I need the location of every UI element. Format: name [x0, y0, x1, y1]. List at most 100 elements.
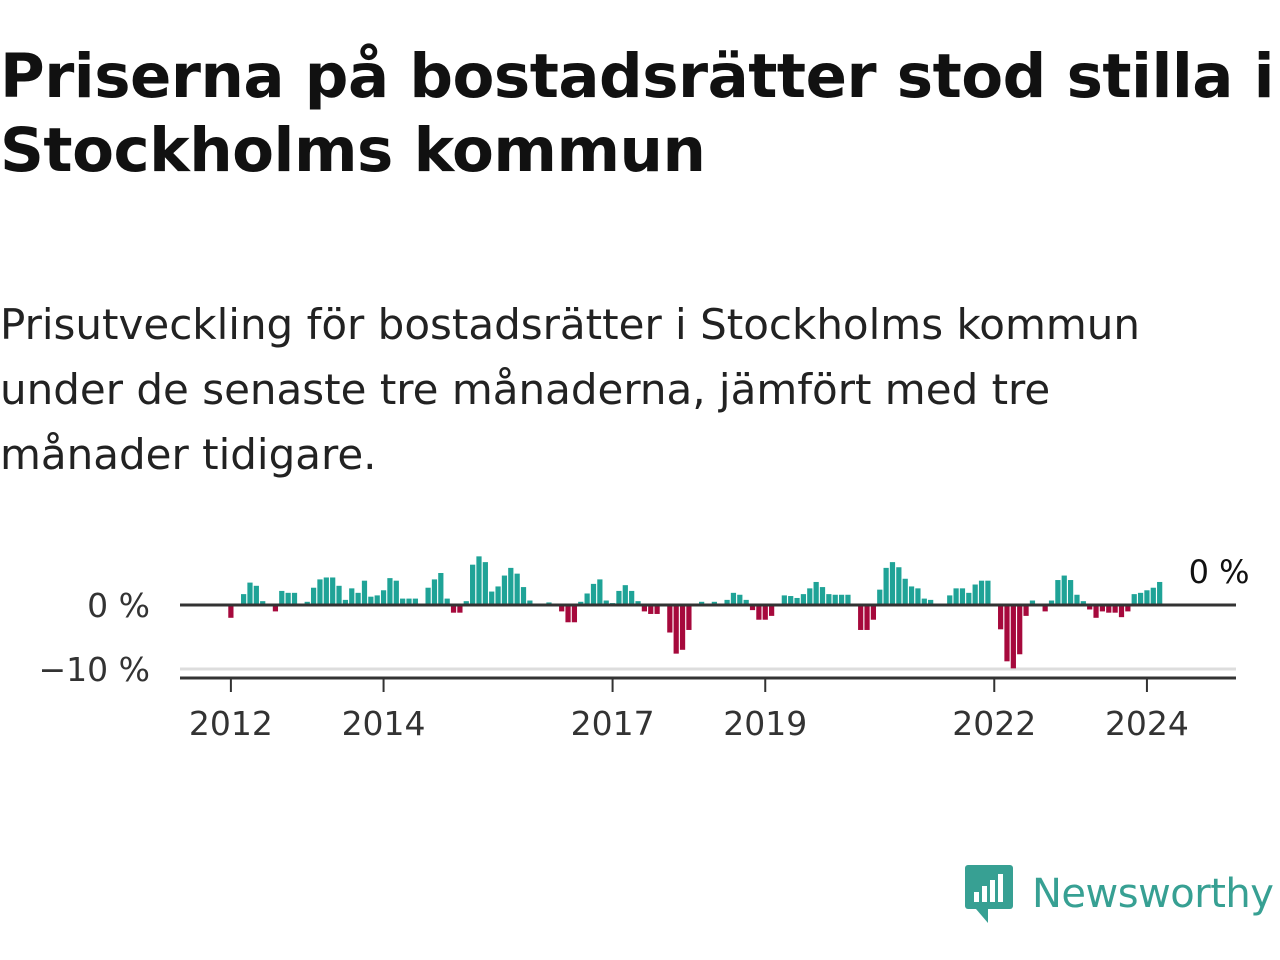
bar [450, 605, 457, 613]
bar [1017, 605, 1023, 655]
bar [285, 592, 291, 605]
bar [438, 573, 444, 605]
bar [1118, 605, 1125, 618]
newsworthy-logo-icon [965, 865, 1013, 923]
bar [260, 601, 266, 605]
bar [978, 580, 985, 605]
bar [629, 590, 635, 605]
bar [1048, 600, 1055, 605]
bar [883, 567, 889, 605]
bar [788, 596, 794, 605]
bar-chart: 0 % −10 % 2012 2014 2017 2019 2022 2024 0 % [39, 553, 1250, 743]
chart-title: Priserna på bostadsrätter stod stilla i … [0, 41, 1275, 186]
axis-layer [180, 603, 1236, 692]
label-layer: 0 % −10 % 2012 2014 2017 2019 2022 2024 0 % [39, 553, 1250, 743]
bar [819, 587, 826, 605]
bar [1106, 605, 1112, 613]
bar [241, 594, 247, 605]
bar [457, 605, 463, 613]
brand-name: Newsworthy [1032, 871, 1274, 917]
bar [247, 582, 253, 605]
bar [1150, 587, 1156, 605]
bar [463, 601, 469, 605]
bar [355, 592, 361, 605]
bar [406, 598, 412, 605]
bar [253, 585, 259, 605]
y-tick-label: −10 % [39, 650, 151, 689]
bar [1131, 594, 1137, 605]
newsworthy-logo: Newsworthy [964, 864, 1274, 924]
bar [444, 598, 450, 605]
bar [412, 598, 418, 605]
bar [1093, 605, 1099, 618]
bar [928, 599, 934, 605]
bar [908, 586, 915, 605]
bar [1112, 605, 1118, 613]
bar [870, 605, 877, 620]
bar [578, 601, 584, 605]
bar [310, 587, 317, 605]
bar [1055, 580, 1061, 605]
bar [845, 594, 851, 605]
bar [794, 597, 800, 605]
bar [679, 605, 686, 650]
bar [648, 605, 654, 614]
bar [272, 605, 279, 612]
chart-subtitle: Prisutveckling för bostadsrätter i Stock… [0, 300, 1141, 479]
bar [501, 575, 508, 605]
bar [527, 600, 533, 605]
bar [864, 605, 870, 630]
bar [769, 605, 775, 616]
bar [616, 590, 622, 605]
bar [380, 590, 387, 605]
bar [361, 580, 368, 605]
bar [368, 596, 374, 605]
bar [1099, 605, 1106, 612]
bar [749, 605, 756, 611]
bar [1010, 605, 1016, 669]
bar [1087, 605, 1093, 610]
bar [953, 588, 959, 605]
bar [807, 588, 813, 605]
bar [349, 588, 355, 605]
bar [1023, 605, 1029, 616]
bar [1144, 590, 1150, 605]
bar [559, 605, 565, 612]
bar [590, 583, 597, 605]
bar [393, 580, 399, 605]
bar [877, 589, 883, 605]
bar [571, 605, 578, 623]
bar [947, 595, 953, 605]
bar [291, 592, 298, 605]
bar [985, 580, 991, 605]
bar [520, 587, 527, 605]
bar [1029, 600, 1036, 605]
bar [622, 585, 628, 605]
bar [323, 577, 329, 605]
bar [228, 605, 234, 618]
bar [737, 594, 743, 605]
bar [1004, 605, 1010, 662]
bar [1067, 580, 1074, 605]
bar [858, 605, 864, 630]
bar [921, 598, 927, 605]
bar [673, 605, 679, 654]
bar [489, 591, 495, 605]
bar [565, 605, 571, 623]
bar [1074, 594, 1080, 605]
bar [336, 585, 342, 605]
bar [1125, 605, 1131, 612]
bar [1042, 605, 1048, 612]
bar [1157, 581, 1163, 605]
bar [387, 578, 393, 605]
x-tick-label: 2012 [189, 704, 273, 743]
bar [425, 587, 431, 605]
bar [711, 601, 717, 605]
bar [279, 590, 285, 605]
bar [826, 594, 832, 605]
bar [781, 595, 787, 605]
x-tick-label: 2019 [723, 704, 807, 743]
bar [730, 592, 737, 605]
bar [762, 605, 768, 620]
y-tick-label: 0 % [87, 586, 150, 625]
